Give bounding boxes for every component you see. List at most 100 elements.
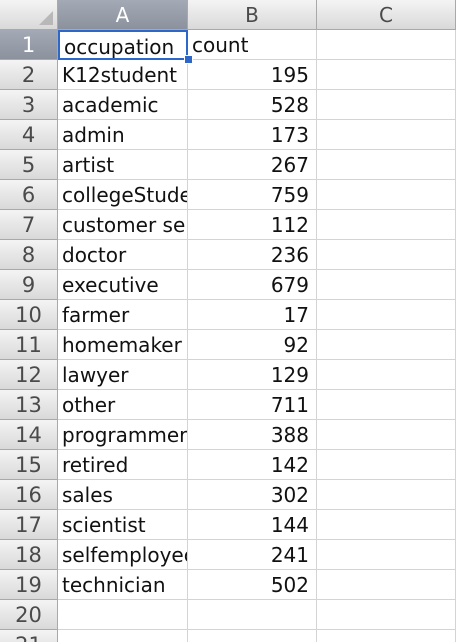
- cell-a[interactable]: programmer: [58, 420, 188, 450]
- cell-b[interactable]: [188, 600, 317, 630]
- cell-a[interactable]: artist: [58, 150, 188, 180]
- row-header[interactable]: 13: [0, 390, 58, 420]
- cell-b[interactable]: 142: [188, 450, 317, 480]
- row-header[interactable]: 21: [0, 630, 58, 642]
- row-header[interactable]: 18: [0, 540, 58, 570]
- cell-a[interactable]: customer ser: [58, 210, 188, 240]
- row-header[interactable]: 15: [0, 450, 58, 480]
- cell-b[interactable]: 129: [188, 360, 317, 390]
- cell-a[interactable]: [58, 630, 188, 642]
- cell-a[interactable]: other: [58, 390, 188, 420]
- table-row: 1 occupation count: [0, 30, 456, 60]
- table-row: 18 selfemployec 241: [0, 540, 456, 570]
- row-header[interactable]: 9: [0, 270, 58, 300]
- cell-a[interactable]: executive: [58, 270, 188, 300]
- cell-c[interactable]: [317, 510, 456, 540]
- cell-b[interactable]: 302: [188, 480, 317, 510]
- cell-c[interactable]: [317, 240, 456, 270]
- cell-c[interactable]: [317, 30, 456, 60]
- table-row: 11 homemaker 92: [0, 330, 456, 360]
- cell-b[interactable]: 112: [188, 210, 317, 240]
- cell-a[interactable]: academic: [58, 90, 188, 120]
- cell-b[interactable]: 92: [188, 330, 317, 360]
- row-header[interactable]: 2: [0, 60, 58, 90]
- cell-c[interactable]: [317, 540, 456, 570]
- cell-c[interactable]: [317, 630, 456, 642]
- column-header-c[interactable]: C: [317, 0, 456, 30]
- cell-c[interactable]: [317, 300, 456, 330]
- cell-b[interactable]: 388: [188, 420, 317, 450]
- column-header-b[interactable]: B: [188, 0, 317, 30]
- table-row: 2 K12student 195: [0, 60, 456, 90]
- cell-a[interactable]: lawyer: [58, 360, 188, 390]
- row-header[interactable]: 3: [0, 90, 58, 120]
- table-row: 12 lawyer 129: [0, 360, 456, 390]
- row-header[interactable]: 11: [0, 330, 58, 360]
- row-header[interactable]: 14: [0, 420, 58, 450]
- cell-a[interactable]: technician: [58, 570, 188, 600]
- cell-a[interactable]: admin: [58, 120, 188, 150]
- cell-c[interactable]: [317, 480, 456, 510]
- row-header[interactable]: 5: [0, 150, 58, 180]
- cell-c[interactable]: [317, 120, 456, 150]
- cell-b[interactable]: 17: [188, 300, 317, 330]
- cell-a[interactable]: scientist: [58, 510, 188, 540]
- cell-b[interactable]: 679: [188, 270, 317, 300]
- cell-b[interactable]: 711: [188, 390, 317, 420]
- row-header[interactable]: 17: [0, 510, 58, 540]
- cell-a[interactable]: sales: [58, 480, 188, 510]
- cell-c[interactable]: [317, 150, 456, 180]
- cell-a[interactable]: K12student: [58, 60, 188, 90]
- cell-c[interactable]: [317, 90, 456, 120]
- cell-b[interactable]: 173: [188, 120, 317, 150]
- table-row: 20: [0, 600, 456, 630]
- cell-b[interactable]: 759: [188, 180, 317, 210]
- cell-b[interactable]: 144: [188, 510, 317, 540]
- row-header[interactable]: 4: [0, 120, 58, 150]
- fill-handle[interactable]: [184, 55, 193, 64]
- cell-b[interactable]: 267: [188, 150, 317, 180]
- table-row: 7 customer ser 112: [0, 210, 456, 240]
- row-header[interactable]: 6: [0, 180, 58, 210]
- cell-b[interactable]: [188, 630, 317, 642]
- cell-c[interactable]: [317, 600, 456, 630]
- cell-b[interactable]: 502: [188, 570, 317, 600]
- cell-b[interactable]: count: [188, 30, 317, 60]
- column-header-a[interactable]: A: [58, 0, 188, 30]
- table-row: 6 collegeStude 759: [0, 180, 456, 210]
- cell-a[interactable]: [58, 600, 188, 630]
- cell-a[interactable]: doctor: [58, 240, 188, 270]
- cell-c[interactable]: [317, 360, 456, 390]
- row-header[interactable]: 16: [0, 480, 58, 510]
- select-all-corner[interactable]: [0, 0, 58, 30]
- cell-c[interactable]: [317, 450, 456, 480]
- cell-c[interactable]: [317, 270, 456, 300]
- cell-a1-active[interactable]: occupation: [58, 30, 188, 60]
- row-header[interactable]: 8: [0, 240, 58, 270]
- cell-a[interactable]: farmer: [58, 300, 188, 330]
- column-header-row: A B C: [0, 0, 456, 30]
- cell-a[interactable]: retired: [58, 450, 188, 480]
- row-header[interactable]: 7: [0, 210, 58, 240]
- cell-c[interactable]: [317, 420, 456, 450]
- cell-c[interactable]: [317, 390, 456, 420]
- table-row: 14 programmer 388: [0, 420, 456, 450]
- row-header[interactable]: 20: [0, 600, 58, 630]
- cell-a[interactable]: collegeStude: [58, 180, 188, 210]
- cell-b[interactable]: 241: [188, 540, 317, 570]
- row-header[interactable]: 1: [0, 30, 58, 60]
- cell-c[interactable]: [317, 180, 456, 210]
- cell-c[interactable]: [317, 60, 456, 90]
- cell-b[interactable]: 528: [188, 90, 317, 120]
- cell-b[interactable]: 195: [188, 60, 317, 90]
- row-header[interactable]: 19: [0, 570, 58, 600]
- row-header[interactable]: 12: [0, 360, 58, 390]
- row-header[interactable]: 10: [0, 300, 58, 330]
- cell-a[interactable]: homemaker: [58, 330, 188, 360]
- table-row: 17 scientist 144: [0, 510, 456, 540]
- cell-a[interactable]: selfemployec: [58, 540, 188, 570]
- cell-c[interactable]: [317, 330, 456, 360]
- cell-c[interactable]: [317, 570, 456, 600]
- cell-b[interactable]: 236: [188, 240, 317, 270]
- cell-c[interactable]: [317, 210, 456, 240]
